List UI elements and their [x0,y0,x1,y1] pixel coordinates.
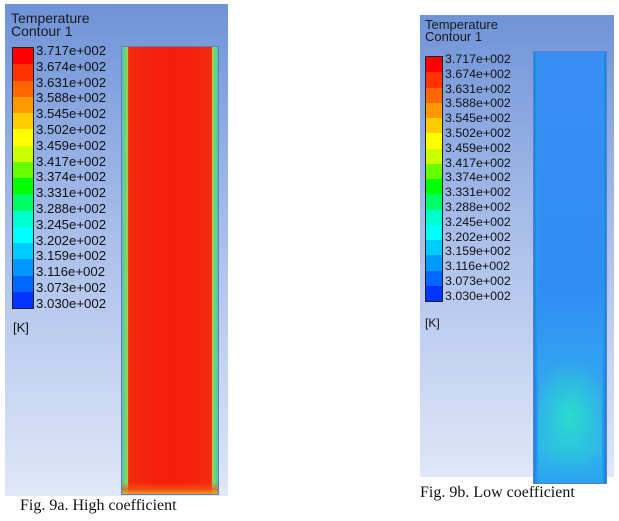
color-legend-step [426,240,442,256]
color-legend-label: 3.459e+002 [36,137,107,153]
color-legend-step [426,163,442,179]
color-legend-label: 3.374e+002 [445,170,511,185]
color-legend-step [13,178,33,195]
color-legend-bar [425,56,443,302]
color-legend-step [426,133,442,149]
color-legend-step [426,57,442,73]
color-legend-label: 3.588e+002 [445,96,511,111]
color-legend-label: 3.717e+002 [445,52,511,66]
temperature-field-domain [121,46,219,495]
color-legend-labels: 3.717e+002 3.674e+002 3.631e+002 3.588e+002… [36,43,106,311]
color-legend-step [13,96,33,113]
color-legend-label: 3.116e+002 [36,264,106,280]
left-wall-gradient [534,52,538,483]
color-legend-step [13,210,33,227]
color-legend-label: 3.159e+002 [445,244,511,259]
right-wall-gradient [212,47,218,494]
figure-caption-a: Fig. 9a. High coefficient [20,497,177,514]
contour-plot-a: Temperature Contour 1 3.717e+002 3.674e+0… [5,4,228,496]
plot-title-b: Temperature Contour 1 [425,17,498,44]
color-legend-step [13,226,33,243]
color-legend-label: 3.674e+002 [36,58,107,74]
color-legend-label: 3.717e+002 [36,43,107,58]
color-legend-label: 3.545e+002 [445,111,511,126]
temperature-field-domain [533,51,607,484]
plot-title-variable: Temperature [425,17,498,32]
color-legend-label: 3.674e+002 [445,66,511,81]
plot-title-variable: Temperature [11,10,90,26]
color-legend-step [13,80,33,97]
color-legend-step [13,113,33,130]
color-legend-label: 3.245e+002 [445,214,511,229]
color-legend-label: 3.030e+002 [445,288,511,303]
color-legend-step [426,194,442,210]
color-legend-step [426,255,442,271]
color-legend-labels: 3.717e+002 3.674e+002 3.631e+002 3.588e+002… [445,52,511,303]
color-legend-step [13,194,33,211]
color-legend-step [13,243,33,260]
color-legend-label: 3.631e+002 [36,74,107,90]
figure-caption-b: Fig. 9b. Low coefficient [420,484,575,501]
color-legend-step [426,118,442,134]
color-legend-label: 3.116e+002 [445,259,510,274]
color-legend-step [13,161,33,178]
color-legend-step [426,102,442,118]
color-legend-step [13,291,33,308]
color-legend-step [13,48,33,65]
color-legend-label: 3.073e+002 [445,273,511,288]
color-legend-label: 3.202e+002 [36,232,107,248]
color-legend-step [426,270,442,286]
color-legend-step [13,259,33,276]
color-legend-label: 3.588e+002 [36,90,107,106]
color-legend-label: 3.459e+002 [445,140,511,155]
color-legend-step [13,275,33,292]
color-legend-step [426,285,442,301]
color-legend-step [426,209,442,225]
color-legend-label: 3.331e+002 [36,185,107,201]
right-wall-gradient [602,52,606,483]
left-wall-gradient [122,47,128,494]
plot-title-a: Temperature Contour 1 [11,10,90,39]
plot-title-contour: Contour 1 [11,23,73,39]
color-legend-label: 3.502e+002 [445,125,511,140]
bottom-gradient [122,482,218,494]
color-legend-label: 3.073e+002 [36,279,107,295]
color-legend-label: 3.417e+002 [36,153,107,169]
color-legend-label: 3.202e+002 [445,229,511,244]
color-legend-step [426,87,442,103]
color-legend-label: 3.288e+002 [36,200,107,216]
color-legend-step [426,148,442,164]
color-legend-step [13,145,33,162]
color-legend-label: 3.631e+002 [445,81,511,96]
color-legend-label: 3.030e+002 [36,295,107,311]
color-legend-step [13,64,33,81]
color-legend-label: 3.331e+002 [445,185,511,200]
unit-label: [K] [425,316,440,330]
color-legend-label: 3.502e+002 [36,121,107,137]
color-legend-label: 3.417e+002 [445,155,511,170]
color-legend-step [426,72,442,88]
color-legend-step [13,129,33,146]
color-legend-label: 3.288e+002 [445,199,511,214]
color-legend-step [426,179,442,195]
color-legend-step [426,224,442,240]
color-legend-bar [12,47,34,309]
plot-title-contour: Contour 1 [425,29,483,44]
color-legend-label: 3.545e+002 [36,106,107,122]
warm-region [534,362,606,472]
unit-label: [K] [13,320,29,335]
color-legend-label: 3.159e+002 [36,248,107,264]
contour-plot-b: Temperature Contour 1 3.717e+002 3.674e+0… [420,15,614,484]
color-legend-label: 3.245e+002 [36,216,107,232]
color-legend-label: 3.374e+002 [36,169,107,185]
